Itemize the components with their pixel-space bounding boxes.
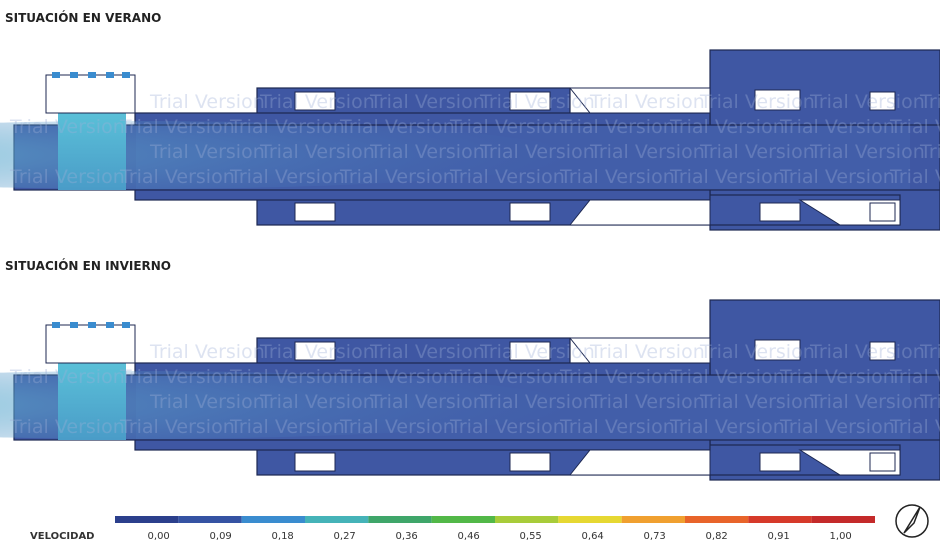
watermark: Trial Version <box>779 116 895 138</box>
plan-winter <box>0 300 940 480</box>
watermark: Trial Version <box>449 366 565 388</box>
watermark: Trial Version <box>669 416 785 438</box>
watermark: Trial Version <box>889 166 940 188</box>
legend-swatch <box>558 516 621 523</box>
legend-label: VELOCIDAD <box>30 531 95 542</box>
watermark: Trial Version <box>9 116 125 138</box>
watermark: Trial Version <box>449 166 565 188</box>
legend-swatch <box>305 516 368 523</box>
compass <box>896 505 928 537</box>
watermark: Trial Version <box>479 391 595 413</box>
watermark: Trial Version <box>149 341 265 363</box>
legend-tick: 0,27 <box>334 531 356 542</box>
watermark: Trial Version <box>919 341 940 363</box>
watermark: Trial Version <box>559 116 675 138</box>
watermark: Trial Version <box>259 91 375 113</box>
watermark: Trial Version <box>9 166 125 188</box>
watermark: Trial Version <box>669 166 785 188</box>
watermark: Trial Version <box>669 366 785 388</box>
watermark: Trial Version <box>479 341 595 363</box>
legend-swatch <box>178 516 241 523</box>
watermark: Trial Version <box>369 91 485 113</box>
watermark: Trial Version <box>479 91 595 113</box>
watermark: Trial Version <box>889 116 940 138</box>
legend-swatch <box>748 516 811 523</box>
watermark: Trial Version <box>9 366 125 388</box>
section-title: SITUACIÓN EN VERANO <box>5 10 161 25</box>
watermark: Trial Version <box>699 141 815 163</box>
legend-tick: 0,91 <box>768 531 790 542</box>
watermark: Trial Version <box>779 366 895 388</box>
watermark: Trial Version <box>559 166 675 188</box>
watermark: Trial Version <box>9 416 125 438</box>
watermark: Trial Version <box>229 366 345 388</box>
watermark: Trial Version <box>699 91 815 113</box>
legend-tick: 0,82 <box>706 531 728 542</box>
watermark: Trial Version <box>119 416 235 438</box>
legend-swatch <box>242 516 305 523</box>
legend-tick: 0,18 <box>272 531 294 542</box>
watermark: Trial Version <box>259 341 375 363</box>
watermark: Trial Version <box>449 416 565 438</box>
legend-swatch <box>432 516 495 523</box>
legend-tick: 0,55 <box>520 531 542 542</box>
watermark: Trial Version <box>259 391 375 413</box>
watermark: Trial Version <box>559 416 675 438</box>
watermark: Trial Version <box>119 116 235 138</box>
plan-summer <box>0 50 940 230</box>
watermark: Trial Version <box>889 366 940 388</box>
watermark: Trial Version <box>809 391 925 413</box>
watermark: Trial Version <box>339 366 455 388</box>
watermark: Trial Version <box>229 116 345 138</box>
legend-tick: 0,00 <box>148 531 170 542</box>
legend-tick: 0,64 <box>582 531 604 542</box>
legend-tick: 0,36 <box>396 531 418 542</box>
watermark: Trial Version <box>149 141 265 163</box>
watermark: Trial Version <box>779 166 895 188</box>
legend-swatch <box>812 516 875 523</box>
watermark: Trial Version <box>229 166 345 188</box>
watermark: Trial Version <box>339 166 455 188</box>
watermark: Trial Version <box>589 341 705 363</box>
watermark: Trial Version <box>119 366 235 388</box>
watermark: Trial Version <box>229 416 345 438</box>
watermark: Trial Version <box>589 141 705 163</box>
legend-swatch <box>622 516 685 523</box>
watermark: Trial Version <box>369 341 485 363</box>
watermark: Trial Version <box>119 166 235 188</box>
watermark: Trial Version <box>919 91 940 113</box>
legend-tick: 0,73 <box>644 531 666 542</box>
watermark: Trial Version <box>149 391 265 413</box>
figure: SITUACIÓN EN VERANO SITUACIÓN EN INVIERN… <box>0 0 940 546</box>
watermark: Trial Version <box>339 416 455 438</box>
watermark: Trial Version <box>589 391 705 413</box>
watermark: Trial Version <box>699 341 815 363</box>
watermark: Trial Version <box>919 141 940 163</box>
watermark: Trial Version <box>559 366 675 388</box>
legend-swatch <box>495 516 558 523</box>
watermark: Trial Version <box>779 416 895 438</box>
legend-swatch <box>115 516 178 523</box>
legend-tick: 1,00 <box>830 531 852 542</box>
watermark: Trial Version <box>589 91 705 113</box>
legend-tick: 0,09 <box>210 531 232 542</box>
watermark: Trial Version <box>369 141 485 163</box>
watermark: Trial Version <box>809 141 925 163</box>
watermark: Trial Version <box>809 91 925 113</box>
watermark: Trial Version <box>369 391 485 413</box>
watermark: Trial Version <box>479 141 595 163</box>
legend-swatch <box>685 516 748 523</box>
watermark: Trial Version <box>259 141 375 163</box>
watermark: Trial Version <box>449 116 565 138</box>
legend-swatch <box>368 516 431 523</box>
watermark: Trial Version <box>669 116 785 138</box>
watermark: Trial Version <box>339 116 455 138</box>
watermark: Trial Version <box>889 416 940 438</box>
legend-tick: 0,46 <box>458 531 480 542</box>
watermark: Trial Version <box>809 341 925 363</box>
section-title: SITUACIÓN EN INVIERNO <box>5 258 171 273</box>
watermark: Trial Version <box>149 91 265 113</box>
watermark: Trial Version <box>919 391 940 413</box>
watermark: Trial Version <box>699 391 815 413</box>
